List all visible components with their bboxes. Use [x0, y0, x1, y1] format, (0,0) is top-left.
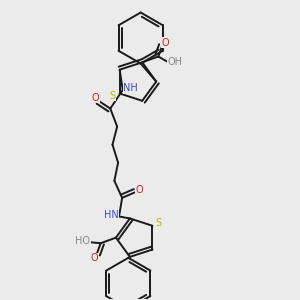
- Text: NH: NH: [123, 83, 138, 93]
- Text: HO: HO: [75, 236, 90, 246]
- Text: O: O: [92, 93, 99, 103]
- Text: OH: OH: [168, 57, 183, 68]
- Text: S: S: [156, 218, 162, 228]
- Text: S: S: [110, 91, 116, 101]
- Text: O: O: [161, 38, 169, 48]
- Text: O: O: [135, 185, 143, 195]
- Text: O: O: [91, 253, 99, 263]
- Text: HN: HN: [104, 210, 119, 220]
